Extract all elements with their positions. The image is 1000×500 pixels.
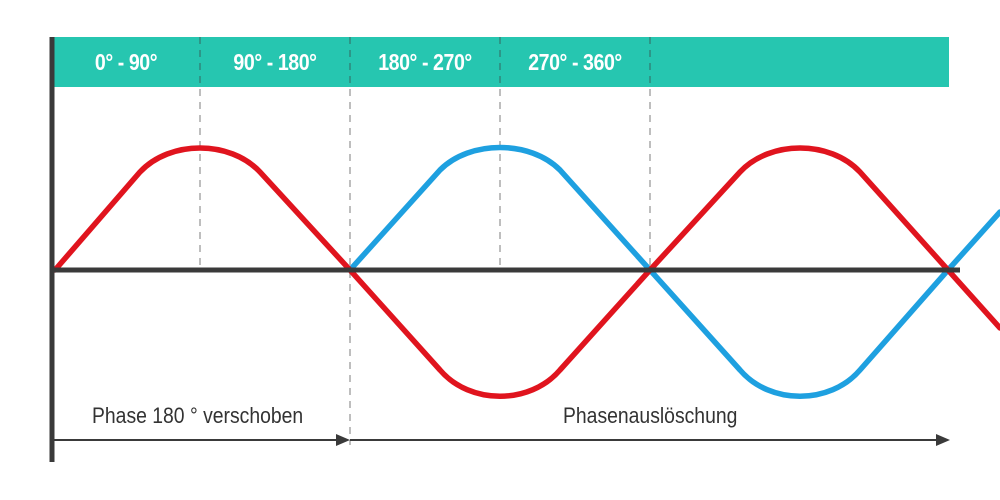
band-label-90-180: 90° - 180° (233, 49, 317, 75)
phase-cancellation-label: Phasenauslöschung (563, 403, 738, 428)
arrow-right (350, 434, 950, 446)
band-label-270-360: 270° - 360° (528, 49, 622, 75)
blue-wave (347, 144, 1000, 399)
band-dividers (199, 37, 651, 87)
red-wave (52, 145, 1000, 399)
band-label-180-270: 180° - 270° (378, 49, 472, 75)
band-label-0-90: 0° - 90° (94, 49, 158, 75)
arrow-left (52, 434, 350, 446)
dashed-guides (199, 37, 651, 445)
phase-shift-label: Phase 180 ° verschoben (92, 403, 304, 428)
